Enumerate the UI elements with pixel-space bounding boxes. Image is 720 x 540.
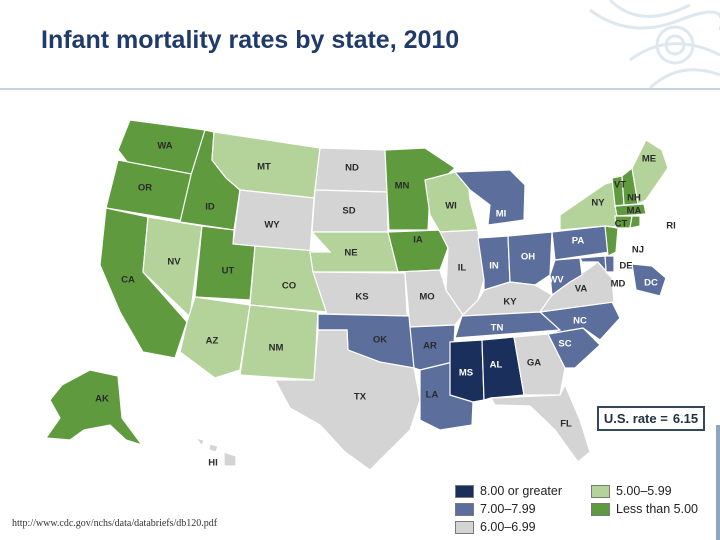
legend-label: Less than 5.00 xyxy=(616,502,699,516)
slide-edge-accent xyxy=(716,425,720,540)
state-label-va: VA xyxy=(575,284,588,295)
state-label-ak: AK xyxy=(95,394,109,405)
state-label-vt: VT xyxy=(614,180,626,191)
state-nc[interactable] xyxy=(538,301,621,341)
state-label-ms: MS xyxy=(459,368,473,379)
map-legend: 8.00 or greater 7.00–7.99 6.00–6.99 5.00… xyxy=(455,480,720,536)
legend-swatch xyxy=(455,484,474,498)
us-rate-label: U.S. rate = xyxy=(603,411,668,426)
state-al[interactable] xyxy=(481,336,525,401)
state-label-nv: NV xyxy=(167,257,181,268)
state-label-al: AL xyxy=(490,360,503,371)
header-divider xyxy=(0,88,720,90)
legend-swatch xyxy=(455,520,474,534)
state-label-ca: CA xyxy=(121,275,135,286)
legend-item-6-to-6-99: 6.00–6.99 xyxy=(455,518,536,536)
legend-swatch xyxy=(591,484,610,498)
us-rate-box: U.S. rate = 6.15 xyxy=(597,406,705,431)
state-label-wa: WA xyxy=(157,141,172,152)
state-label-wi: WI xyxy=(445,201,457,212)
state-label-la: LA xyxy=(426,390,439,401)
state-nj[interactable] xyxy=(604,225,619,257)
state-md[interactable] xyxy=(579,255,613,279)
state-label-pa: PA xyxy=(572,236,585,247)
state-label-hi: HI xyxy=(208,458,218,469)
legend-label: 8.00 or greater xyxy=(480,484,562,498)
legend-label: 7.00–7.99 xyxy=(480,502,536,516)
state-label-wv: WV xyxy=(548,275,564,286)
legend-item-less-than-5: Less than 5.00 xyxy=(591,500,698,518)
slide-title: Infant mortality rates by state, 2010 xyxy=(41,26,460,54)
state-ak[interactable] xyxy=(44,369,144,447)
source-url[interactable]: http://www.cdc.gov/nchs/data/databriefs/… xyxy=(12,518,218,529)
state-label-or: OR xyxy=(138,183,152,194)
state-oh[interactable] xyxy=(507,231,553,286)
state-mo[interactable] xyxy=(397,269,464,328)
state-label-mn: MN xyxy=(395,181,410,192)
decorative-swirl-watermark xyxy=(589,0,720,90)
state-label-ri: RI xyxy=(666,221,676,232)
state-dc[interactable] xyxy=(631,263,667,297)
state-label-ok: OK xyxy=(373,335,387,346)
state-label-wy: WY xyxy=(264,220,280,231)
state-label-mi: MI xyxy=(496,209,507,220)
state-label-nc: NC xyxy=(573,316,587,327)
legend-label: 5.00–5.99 xyxy=(616,484,672,498)
state-label-ia: IA xyxy=(413,235,423,246)
legend-item-7-to-7-99: 7.00–7.99 xyxy=(455,500,536,518)
state-label-ks: KS xyxy=(355,292,368,303)
state-label-tn: TN xyxy=(491,323,504,334)
state-label-dc: DC xyxy=(644,278,658,289)
state-label-ma: MA xyxy=(627,206,642,217)
state-label-mt: MT xyxy=(257,162,271,173)
legend-swatch xyxy=(591,502,610,516)
state-label-ct: CT xyxy=(615,219,628,230)
state-label-me: ME xyxy=(642,154,656,165)
state-label-id: ID xyxy=(205,202,215,213)
legend-label: 6.00–6.99 xyxy=(480,520,536,534)
state-label-ne: NE xyxy=(344,248,357,259)
legend-item-8-or-greater: 8.00 or greater xyxy=(455,482,562,500)
state-hi[interactable] xyxy=(194,437,237,467)
state-label-nd: ND xyxy=(345,163,359,174)
state-label-az: AZ xyxy=(206,336,219,347)
state-ma[interactable] xyxy=(614,203,647,217)
state-label-de: DE xyxy=(619,261,632,272)
state-label-ky: KY xyxy=(503,297,517,308)
state-label-fl: FL xyxy=(560,419,572,430)
legend-swatch xyxy=(455,502,474,516)
state-label-sc: SC xyxy=(558,339,571,350)
state-label-il: IL xyxy=(458,263,467,274)
state-label-ar: AR xyxy=(423,341,437,352)
us-rate-value: 6.15 xyxy=(672,411,699,426)
state-label-md: MD xyxy=(611,279,626,290)
state-tx[interactable] xyxy=(273,329,421,471)
us-infant-mortality-map: WA OR CA NV ID MT WY UT AZ CO NM ND SD N… xyxy=(44,119,676,471)
state-label-ga: GA xyxy=(527,358,541,369)
state-ia[interactable] xyxy=(387,229,449,273)
state-ms[interactable] xyxy=(449,339,485,403)
state-label-oh: OH xyxy=(521,252,535,263)
state-label-in: IN xyxy=(489,261,499,272)
legend-item-5-to-5-99: 5.00–5.99 xyxy=(591,482,672,500)
state-label-nj: NJ xyxy=(632,245,644,256)
state-label-tx: TX xyxy=(354,392,367,403)
state-label-nm: NM xyxy=(269,343,284,354)
state-ga[interactable] xyxy=(513,333,566,396)
state-label-mo: MO xyxy=(419,292,434,303)
state-label-sd: SD xyxy=(342,206,355,217)
state-label-ny: NY xyxy=(591,198,605,209)
state-fl[interactable] xyxy=(489,383,591,463)
state-label-ut: UT xyxy=(222,266,235,277)
state-mi[interactable] xyxy=(453,169,526,226)
state-me[interactable] xyxy=(631,139,669,205)
state-label-co: CO xyxy=(282,281,296,292)
state-ri[interactable] xyxy=(629,215,641,229)
state-label-nh: NH xyxy=(627,193,641,204)
